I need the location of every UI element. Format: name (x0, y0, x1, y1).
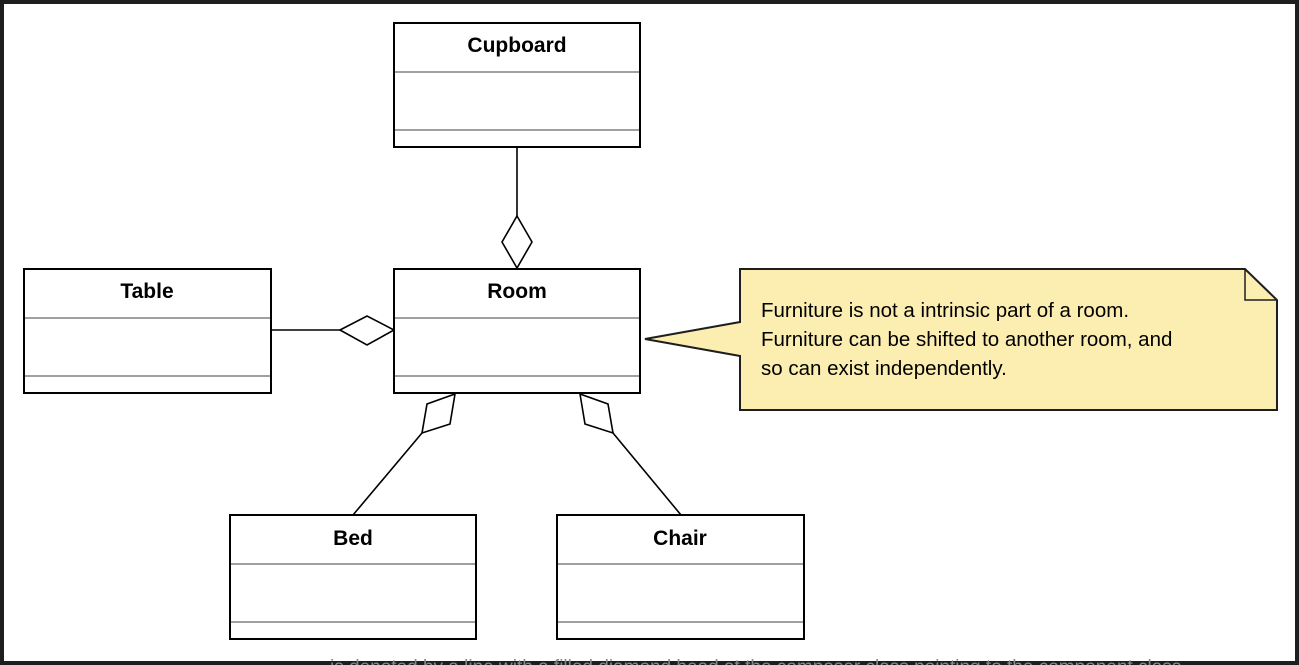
connectors (271, 147, 682, 516)
class-cupboard: Cupboard (393, 22, 641, 148)
class-box (23, 268, 272, 394)
note-line: so can exist independently. (761, 357, 1007, 380)
class-chair: Chair (556, 514, 805, 640)
note-fold (1244, 269, 1277, 301)
class-name: Room (487, 280, 547, 303)
class-box (393, 22, 641, 148)
aggregation-line (612, 432, 682, 516)
class-box (229, 514, 477, 640)
class-room: Room (393, 268, 641, 394)
caption: is denoted by a line with a filled diamo… (330, 657, 1187, 665)
note-shape (644, 268, 1278, 411)
aggregation-line (352, 432, 423, 516)
class-table: Table (23, 268, 272, 394)
aggregation-diamond (420, 392, 457, 435)
note: Furniture is not a intrinsic part of a r… (644, 268, 1278, 411)
class-name: Table (120, 280, 173, 303)
class-name: Bed (333, 527, 373, 550)
class-box (393, 268, 641, 394)
aggregation-diamond (578, 392, 615, 435)
note-line: Furniture can be shifted to another room… (761, 328, 1172, 351)
class-box (556, 514, 805, 640)
note-line: Furniture is not a intrinsic part of a r… (761, 299, 1129, 322)
class-name: Chair (653, 527, 707, 550)
class-bed: Bed (229, 514, 477, 640)
class-name: Cupboard (467, 34, 566, 57)
